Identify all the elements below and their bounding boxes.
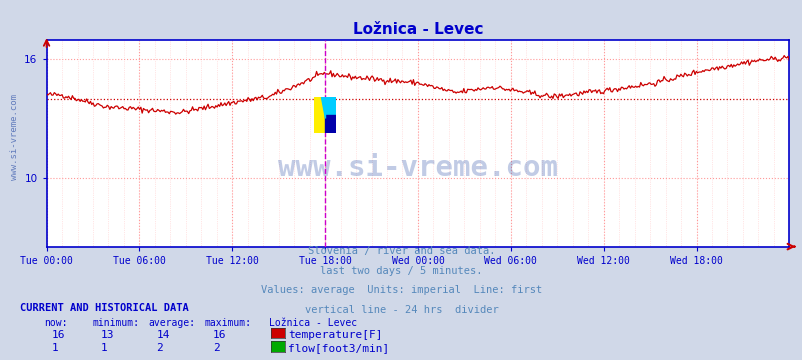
Text: last two days / 5 minutes.: last two days / 5 minutes. xyxy=(320,266,482,276)
Text: Slovenia / river and sea data.: Slovenia / river and sea data. xyxy=(307,246,495,256)
Text: www.si-vreme.com: www.si-vreme.com xyxy=(10,94,19,180)
Text: 2: 2 xyxy=(213,343,219,354)
Text: now:: now: xyxy=(44,318,67,328)
Text: average:: average: xyxy=(148,318,196,328)
Text: 2: 2 xyxy=(156,343,163,354)
Text: 1: 1 xyxy=(100,343,107,354)
Polygon shape xyxy=(314,97,325,133)
Text: 16: 16 xyxy=(213,330,226,340)
Polygon shape xyxy=(325,97,336,115)
Text: 1: 1 xyxy=(52,343,59,354)
Text: 13: 13 xyxy=(100,330,114,340)
Text: 16: 16 xyxy=(52,330,66,340)
Text: temperature[F]: temperature[F] xyxy=(288,330,383,340)
Text: Values: average  Units: imperial  Line: first: Values: average Units: imperial Line: fi… xyxy=(261,285,541,296)
Polygon shape xyxy=(320,97,325,118)
Text: www.si-vreme.com: www.si-vreme.com xyxy=(277,154,557,182)
Text: CURRENT AND HISTORICAL DATA: CURRENT AND HISTORICAL DATA xyxy=(20,303,188,314)
Text: maximum:: maximum: xyxy=(205,318,252,328)
Text: vertical line - 24 hrs  divider: vertical line - 24 hrs divider xyxy=(304,305,498,315)
Text: flow[foot3/min]: flow[foot3/min] xyxy=(288,343,389,354)
Text: 14: 14 xyxy=(156,330,170,340)
Title: Ložnica - Levec: Ložnica - Levec xyxy=(352,22,483,37)
Text: minimum:: minimum: xyxy=(92,318,140,328)
Polygon shape xyxy=(325,115,336,133)
Text: Ložnica - Levec: Ložnica - Levec xyxy=(269,318,357,328)
